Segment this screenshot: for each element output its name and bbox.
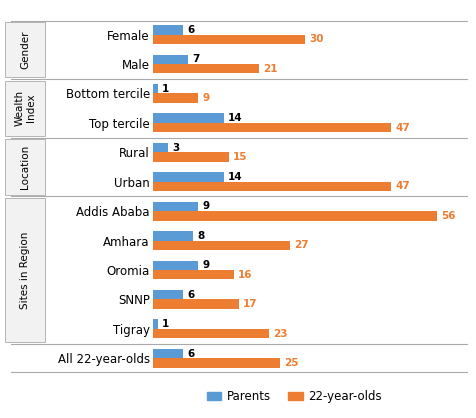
Bar — [152, 123, 390, 133]
Text: 25: 25 — [283, 358, 298, 368]
Text: 9: 9 — [202, 201, 209, 212]
Text: 1: 1 — [161, 84, 169, 94]
Bar — [152, 113, 223, 123]
Text: 1: 1 — [161, 319, 169, 329]
Text: 30: 30 — [308, 34, 323, 44]
Bar — [152, 143, 168, 152]
Legend: Parents, 22-year-olds: Parents, 22-year-olds — [201, 385, 386, 408]
Text: Sites in Region: Sites in Region — [20, 231, 30, 309]
Text: 9: 9 — [202, 93, 209, 103]
Text: 17: 17 — [242, 299, 257, 309]
Text: 14: 14 — [228, 113, 242, 123]
Bar — [152, 202, 198, 211]
Text: 6: 6 — [187, 25, 194, 35]
Bar — [152, 231, 193, 241]
Bar — [152, 358, 279, 368]
Text: 23: 23 — [273, 329, 288, 339]
Text: 6: 6 — [187, 290, 194, 300]
Bar — [152, 270, 233, 280]
Bar — [152, 299, 238, 309]
Bar — [152, 152, 228, 162]
Bar — [152, 172, 223, 182]
Text: 9: 9 — [202, 260, 209, 270]
Text: 27: 27 — [293, 240, 308, 250]
Text: Location: Location — [20, 145, 30, 189]
Bar — [152, 211, 436, 221]
Bar — [152, 55, 188, 64]
Text: 21: 21 — [263, 64, 277, 74]
Text: 7: 7 — [192, 54, 199, 64]
Bar — [152, 25, 183, 35]
Text: 8: 8 — [197, 231, 204, 241]
Bar — [152, 94, 198, 103]
Text: 15: 15 — [232, 152, 247, 162]
Text: 14: 14 — [228, 172, 242, 182]
Bar — [152, 260, 198, 270]
Text: 56: 56 — [440, 211, 455, 221]
Bar — [152, 84, 158, 94]
Bar — [152, 182, 390, 191]
Bar — [152, 349, 183, 358]
Bar — [152, 35, 304, 44]
Text: 47: 47 — [395, 122, 409, 133]
Text: 3: 3 — [171, 143, 179, 153]
Bar — [152, 319, 158, 329]
Bar — [152, 64, 259, 74]
Text: 6: 6 — [187, 349, 194, 359]
Text: 47: 47 — [395, 181, 409, 191]
Bar — [152, 290, 183, 299]
Text: 16: 16 — [238, 270, 252, 280]
Text: Gender: Gender — [20, 30, 30, 69]
Bar — [152, 329, 269, 338]
Text: Wealth
Index: Wealth Index — [14, 90, 36, 126]
Bar — [152, 241, 289, 250]
